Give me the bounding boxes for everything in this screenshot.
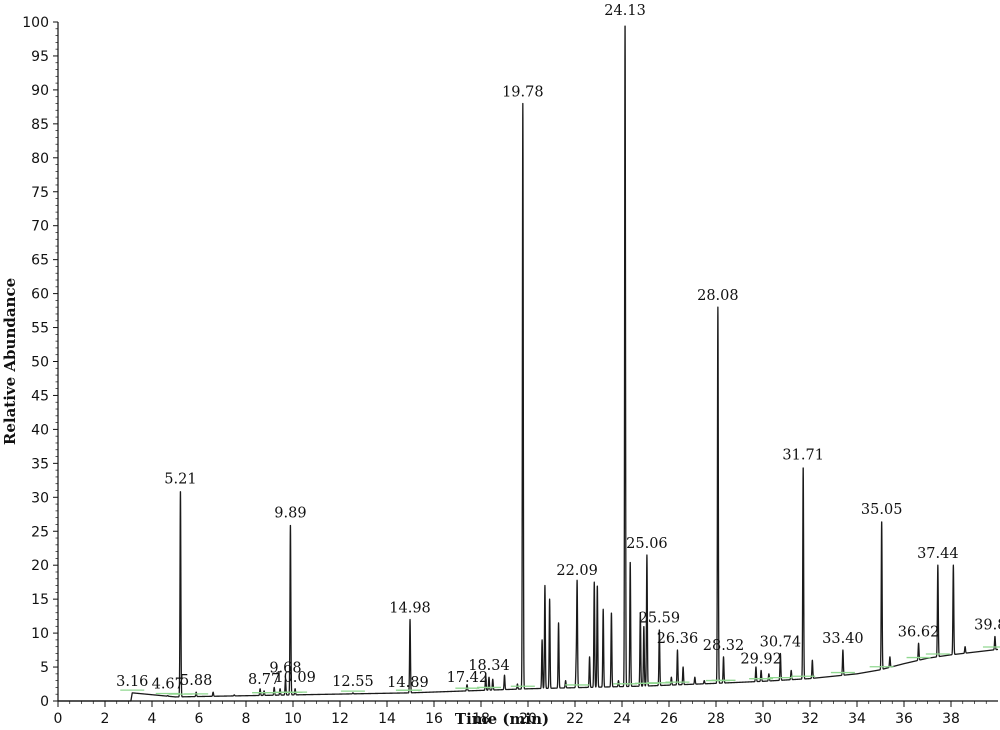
y-tick-label: 50 xyxy=(31,355,49,371)
peak-label: 4.67 xyxy=(152,677,184,693)
peak-label: 5.88 xyxy=(180,673,212,689)
peak-label: 10.09 xyxy=(274,670,316,686)
y-tick-label: 15 xyxy=(31,592,49,608)
x-axis-title: Time (min) xyxy=(455,710,549,728)
x-tick-label: 18 xyxy=(472,711,490,727)
y-tick-label: 5 xyxy=(40,660,49,676)
y-tick-label: 45 xyxy=(31,388,49,404)
peak-label: 30.74 xyxy=(760,634,802,650)
y-tick-label: 95 xyxy=(31,49,49,65)
x-tick-label: 36 xyxy=(895,711,913,727)
peak-label: 39.87 xyxy=(974,617,1000,633)
peak-label: 25.06 xyxy=(626,536,668,552)
x-tick-label: 28 xyxy=(707,711,725,727)
x-tick-label: 10 xyxy=(284,711,302,727)
x-tick-label: 6 xyxy=(195,711,204,727)
y-tick-label: 80 xyxy=(31,151,49,167)
y-tick-label: 40 xyxy=(31,422,49,438)
x-tick-label: 20 xyxy=(519,711,537,727)
y-tick-label: 25 xyxy=(31,524,49,540)
x-tick-label: 0 xyxy=(54,711,63,727)
y-tick-label: 10 xyxy=(31,626,49,642)
peak-label: 36.62 xyxy=(898,624,940,640)
x-tick-label: 26 xyxy=(660,711,678,727)
y-tick-label: 100 xyxy=(22,15,49,31)
y-axis-title: Relative Abundance xyxy=(1,278,19,445)
peak-label: 24.13 xyxy=(604,3,646,19)
chromatogram-trace xyxy=(57,25,999,702)
x-tick-label: 2 xyxy=(101,711,110,727)
peak-label: 14.89 xyxy=(387,675,429,691)
x-tick-label: 16 xyxy=(425,711,443,727)
y-axis-ticks: 0 5 10 15 20 25 30 35 40 45 50 55 60 65 70 75 80 85 90 95 10… xyxy=(22,15,58,710)
y-tick-label: 85 xyxy=(31,117,49,133)
y-tick-label: 65 xyxy=(31,253,49,269)
x-tick-label: 32 xyxy=(801,711,819,727)
peak-label: 5.21 xyxy=(164,472,196,488)
peak-label: 26.36 xyxy=(657,631,699,647)
peak-label: 9.68 xyxy=(269,660,301,676)
peak-label: 31.71 xyxy=(782,448,824,464)
peak-label: 14.98 xyxy=(389,601,431,617)
peak-label: 17.42 xyxy=(447,670,489,686)
y-tick-label: 90 xyxy=(31,83,49,99)
peak-label: 9.89 xyxy=(274,505,306,521)
y-tick-label: 0 xyxy=(40,694,49,710)
peak-label: 37.44 xyxy=(917,546,959,562)
y-tick-label: 30 xyxy=(31,490,49,506)
x-tick-label: 24 xyxy=(613,711,631,727)
peak-label: 18.34 xyxy=(468,658,510,674)
y-tick-label: 55 xyxy=(31,321,49,337)
y-tick-label: 20 xyxy=(31,558,49,574)
x-tick-label: 38 xyxy=(942,711,960,727)
peak-label: 35.05 xyxy=(861,502,903,518)
y-tick-label: 35 xyxy=(31,456,49,472)
peak-label: 19.78 xyxy=(502,84,544,100)
x-tick-label: 34 xyxy=(848,711,866,727)
y-tick-label: 75 xyxy=(31,185,49,201)
peak-label: 28.08 xyxy=(697,288,739,304)
peak-label: 3.16 xyxy=(116,674,148,690)
x-tick-label: 4 xyxy=(148,711,157,727)
peak-label: 12.55 xyxy=(332,674,374,690)
peak-label: 22.09 xyxy=(556,563,598,579)
peak-label: 25.59 xyxy=(639,611,681,627)
x-tick-label: 30 xyxy=(754,711,772,727)
peak-labels: 3.16 4.67 5.21 5.88 8.779.68 9.89 10.09 12.55 14… xyxy=(116,3,1000,693)
x-tick-label: 14 xyxy=(378,711,396,727)
x-tick-label: 22 xyxy=(566,711,584,727)
x-tick-label: 8 xyxy=(242,711,251,727)
peak-label: 33.40 xyxy=(822,631,864,647)
peak-label: 28.32 xyxy=(703,638,745,654)
integration-markers xyxy=(120,646,1000,695)
y-tick-label: 70 xyxy=(31,219,49,235)
x-tick-label: 12 xyxy=(331,711,349,727)
peak-label: 8.77 xyxy=(248,672,280,688)
peak-label: 29.92 xyxy=(740,651,782,667)
y-tick-label: 60 xyxy=(31,287,49,303)
